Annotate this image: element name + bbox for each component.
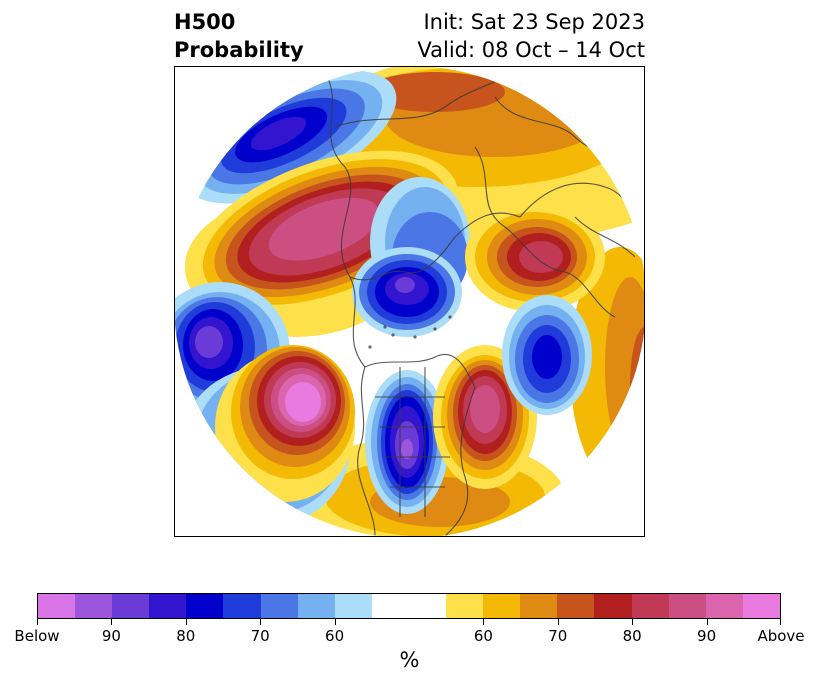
colorbar-tick [260,619,262,625]
colorbar-tick [706,619,708,625]
colorbar-segment [371,594,409,618]
colorbar-tick-label: 90 [101,627,121,645]
colorbar-segment [75,594,113,618]
colorbar-tick [632,619,634,625]
colorbar-unit: % [399,648,420,672]
valid-period: Valid: 08 Oct – 14 Oct [417,38,645,62]
map-panel [174,66,645,537]
colorbar-segment [186,594,224,618]
colorbar-segment [112,594,150,618]
colorbar-segment [149,594,187,618]
colorbar-segment [334,594,372,618]
colorbar-tick [334,619,336,625]
colorbar-tick [111,619,113,625]
colorbar-tick-label: Above [757,627,805,645]
colorbar-tick [483,619,485,625]
colorbar-segment [297,594,335,618]
colorbar-labels: Below 90 80 70 60 60 70 80 90 Above [14,627,804,647]
colorbar-tick-label: 60 [325,627,345,645]
map-dates: Init: Sat 23 Sep 2023 Valid: 08 Oct – 14… [417,8,645,64]
colorbar-segment [668,594,706,618]
colorbar-segment [557,594,595,618]
colorbar-segment [38,594,76,618]
colorbar-tick [185,619,187,625]
colorbar-segment [223,594,261,618]
colorbar-tick-label: 80 [176,627,196,645]
polar-map [175,67,644,536]
colorbar-segment [260,594,298,618]
colorbar-ticks [37,619,781,629]
colorbar-segment [631,594,669,618]
colorbar-tick [557,619,559,625]
title-product: Probability [174,38,304,62]
title-variable: H500 [174,10,236,34]
colorbar-tick [37,619,38,625]
colorbar-tick-label: Below [14,627,60,645]
colorbar-tick-label: 80 [622,627,642,645]
colorbar-segment [446,594,484,618]
colorbar-tick-label: 70 [548,627,568,645]
colorbar-segment [742,594,780,618]
colorbar-tick-label: 70 [250,627,270,645]
colorbar-tick-label: 60 [473,627,493,645]
colorbar [37,593,781,619]
colorbar-tick [780,619,781,625]
init-date: Init: Sat 23 Sep 2023 [423,10,645,34]
colorbar-segment [483,594,521,618]
colorbar-segment [594,594,632,618]
colorbar-segment [408,594,447,618]
colorbar-segment [520,594,558,618]
map-title: H500 Probability [174,8,304,64]
colorbar-segment [705,594,743,618]
colorbar-tick-label: 90 [697,627,717,645]
